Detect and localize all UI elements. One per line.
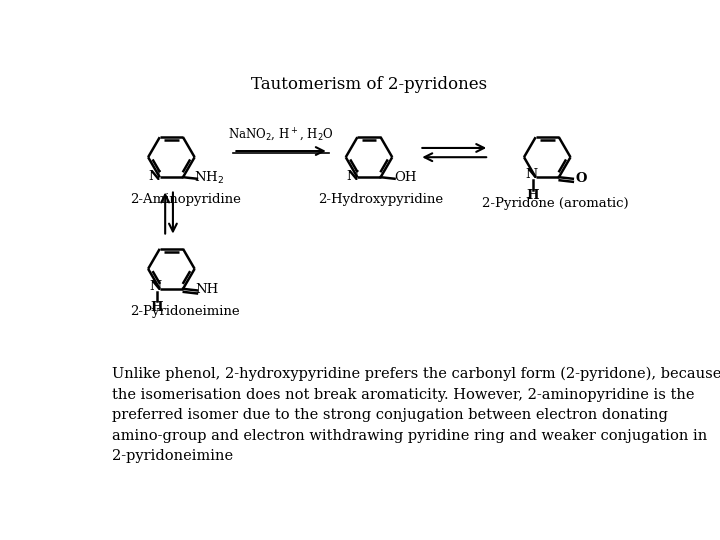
Text: 2-Aminopyridine: 2-Aminopyridine — [130, 193, 240, 206]
Text: OH: OH — [394, 172, 417, 185]
Text: Unlike phenol, 2-hydroxypyridine prefers the carbonyl form (2-pyridone), because: Unlike phenol, 2-hydroxypyridine prefers… — [112, 367, 720, 463]
Text: 2-Hydroxypyridine: 2-Hydroxypyridine — [318, 193, 444, 206]
Text: Tautomerism of 2-pyridones: Tautomerism of 2-pyridones — [251, 76, 487, 93]
Text: N: N — [150, 280, 162, 293]
Text: N: N — [526, 168, 538, 181]
Text: NaNO$_2$, H$^+$, H$_2$O: NaNO$_2$, H$^+$, H$_2$O — [228, 126, 333, 143]
Text: O: O — [575, 172, 587, 185]
Text: NH$_2$: NH$_2$ — [194, 170, 225, 186]
Text: NH: NH — [195, 283, 219, 296]
Text: N: N — [346, 170, 358, 183]
Text: H: H — [526, 189, 539, 202]
Text: N: N — [148, 170, 161, 183]
Text: H: H — [150, 301, 163, 314]
Text: 2-Pyridoneimine: 2-Pyridoneimine — [130, 305, 240, 318]
Text: 2-Pyridone (aromatic): 2-Pyridone (aromatic) — [482, 197, 629, 210]
